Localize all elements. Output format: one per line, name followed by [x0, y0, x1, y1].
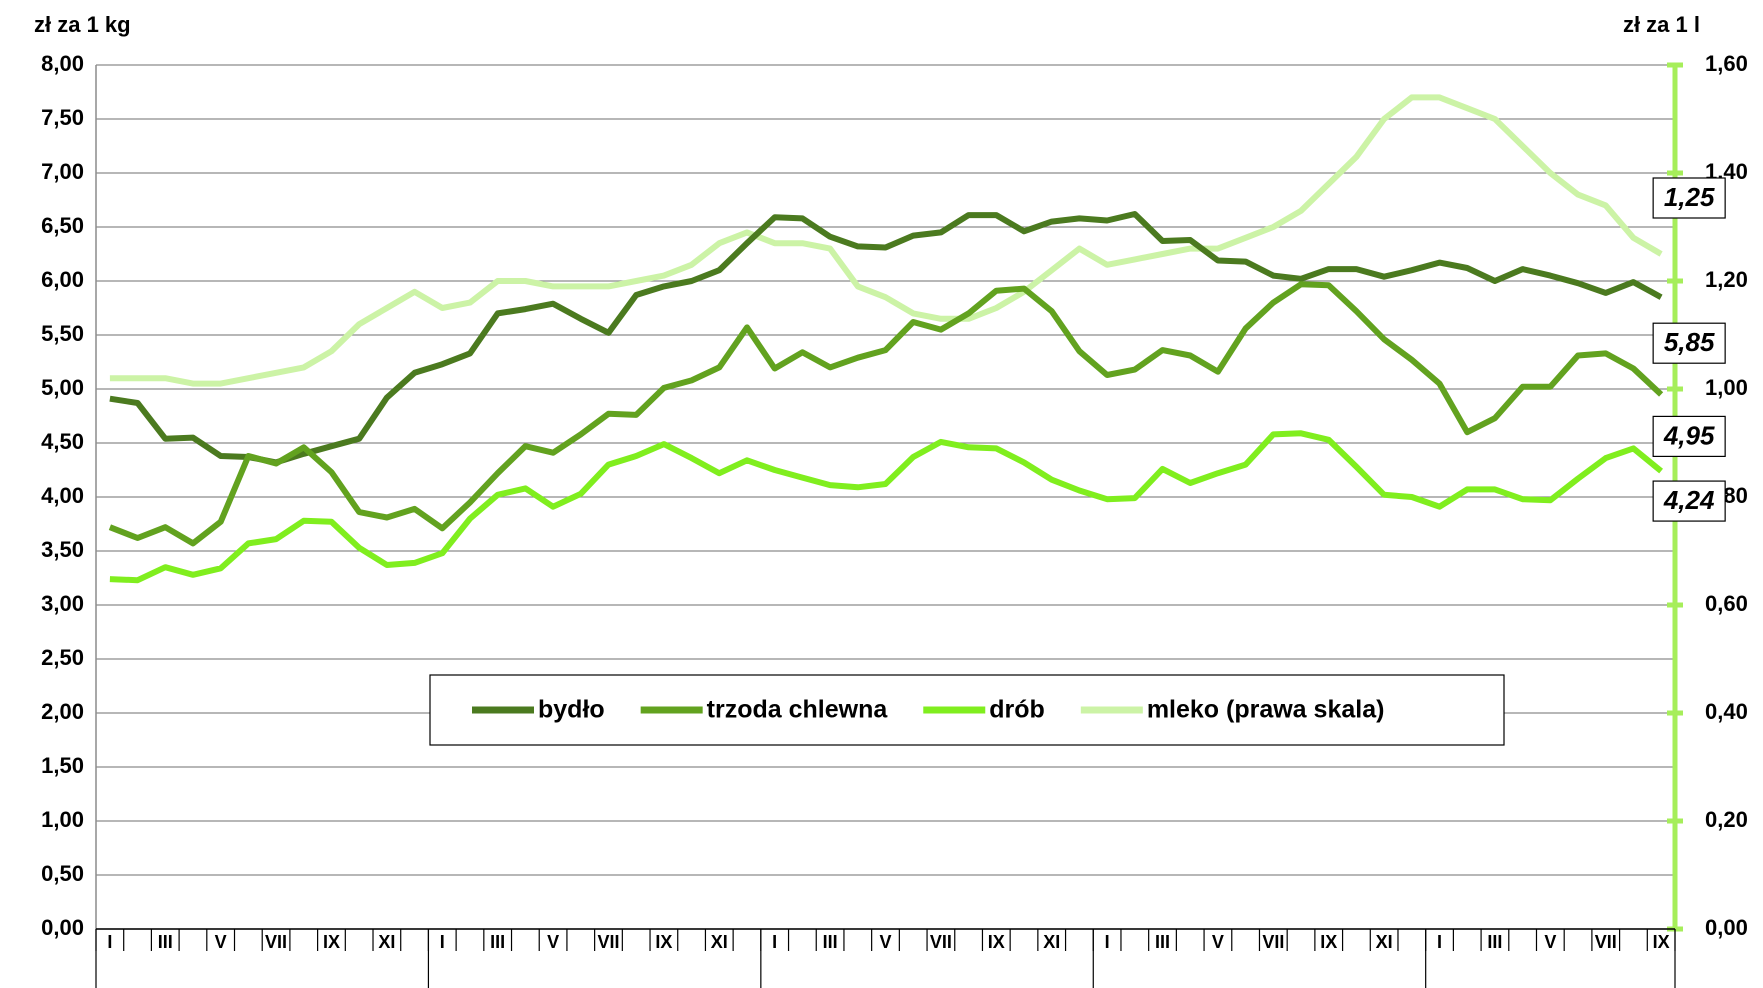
y-tick-label: 6,50	[41, 213, 84, 238]
y-tick-label: 7,00	[41, 159, 84, 184]
end-label-box	[1652, 415, 1726, 457]
x-tick-label: III	[158, 932, 173, 952]
end-label: 4,95	[1652, 415, 1726, 457]
end-label-text: 1,25	[1664, 182, 1715, 212]
x-tick-label: V	[1544, 932, 1556, 952]
x-tick-label: IX	[323, 932, 340, 952]
y2-axis-label: zł za 1 l	[1623, 12, 1700, 37]
y2-tick-label: 0,40	[1705, 699, 1748, 724]
x-tick-label: XI	[711, 932, 728, 952]
x-tick-label: I	[1437, 932, 1442, 952]
y-axis-label: zł za 1 kg	[34, 12, 131, 37]
end-label-box	[1652, 177, 1726, 219]
x-tick-label: XI	[378, 932, 395, 952]
series-line	[109, 430, 1664, 584]
y2-tick-label: 1,00	[1705, 375, 1748, 400]
y-tick-label: 5,00	[41, 375, 84, 400]
y-tick-label: 3,50	[41, 537, 84, 562]
x-tick-label: III	[1155, 932, 1170, 952]
series-line	[108, 281, 1664, 547]
x-tick-label: IX	[988, 932, 1005, 952]
y-tick-label: 0,00	[41, 915, 84, 940]
y-tick-label: 0,50	[41, 861, 84, 886]
series-line	[109, 211, 1663, 466]
x-tick-label: XI	[1376, 932, 1393, 952]
x-tick-label: IX	[1653, 932, 1670, 952]
y-tick-label: 4,50	[41, 429, 84, 454]
x-tick-label: VII	[1595, 932, 1617, 952]
x-tick-label: VII	[265, 932, 287, 952]
y-tick-label: 6,00	[41, 267, 84, 292]
x-tick-label: III	[490, 932, 505, 952]
y2-tick-label: 1,20	[1705, 267, 1748, 292]
x-tick-label: V	[879, 932, 891, 952]
y-tick-label: 1,50	[41, 753, 84, 778]
y-tick-label: 8,00	[41, 51, 84, 76]
end-label: 5,85	[1652, 322, 1726, 364]
x-tick-label: IX	[655, 932, 672, 952]
end-label-box	[1652, 480, 1726, 522]
y-tick-label: 4,00	[41, 483, 84, 508]
y-tick-label: 5,50	[41, 321, 84, 346]
y2-tick-label: 1,60	[1705, 51, 1748, 76]
x-tick-label: VII	[1262, 932, 1284, 952]
x-tick-label: V	[547, 932, 559, 952]
y-tick-label: 3,00	[41, 591, 84, 616]
x-tick-label: I	[772, 932, 777, 952]
y-tick-label: 7,50	[41, 105, 84, 130]
series-line	[109, 94, 1663, 387]
x-tick-label: V	[1212, 932, 1224, 952]
x-tick-label: XI	[1043, 932, 1060, 952]
y-tick-label: 2,00	[41, 699, 84, 724]
x-tick-label: I	[1105, 932, 1110, 952]
y-tick-label: 1,00	[41, 807, 84, 832]
y-tick-label: 2,50	[41, 645, 84, 670]
x-tick-label: IX	[1320, 932, 1337, 952]
legend-label: trzoda chlewna	[707, 696, 889, 724]
x-tick-label: V	[215, 932, 227, 952]
y2-tick-label: 0,00	[1705, 915, 1748, 940]
end-label-box	[1652, 322, 1726, 364]
legend-label: mleko (prawa skala)	[1147, 696, 1385, 724]
end-label-text: 4,24	[1663, 485, 1715, 515]
x-tick-label: I	[107, 932, 112, 952]
y2-tick-label: 0,20	[1705, 807, 1748, 832]
x-tick-label: VII	[597, 932, 619, 952]
end-label: 1,25	[1652, 177, 1726, 219]
x-tick-label: III	[823, 932, 838, 952]
x-tick-label: I	[440, 932, 445, 952]
legend-label: bydło	[538, 696, 605, 724]
x-tick-label: III	[1487, 932, 1502, 952]
end-label: 4,24	[1652, 480, 1726, 522]
end-label-text: 4,95	[1663, 420, 1715, 450]
legend-label: drób	[989, 696, 1045, 724]
y2-tick-label: 0,60	[1705, 591, 1748, 616]
x-tick-label: VII	[930, 932, 952, 952]
end-label-text: 5,85	[1664, 327, 1715, 357]
